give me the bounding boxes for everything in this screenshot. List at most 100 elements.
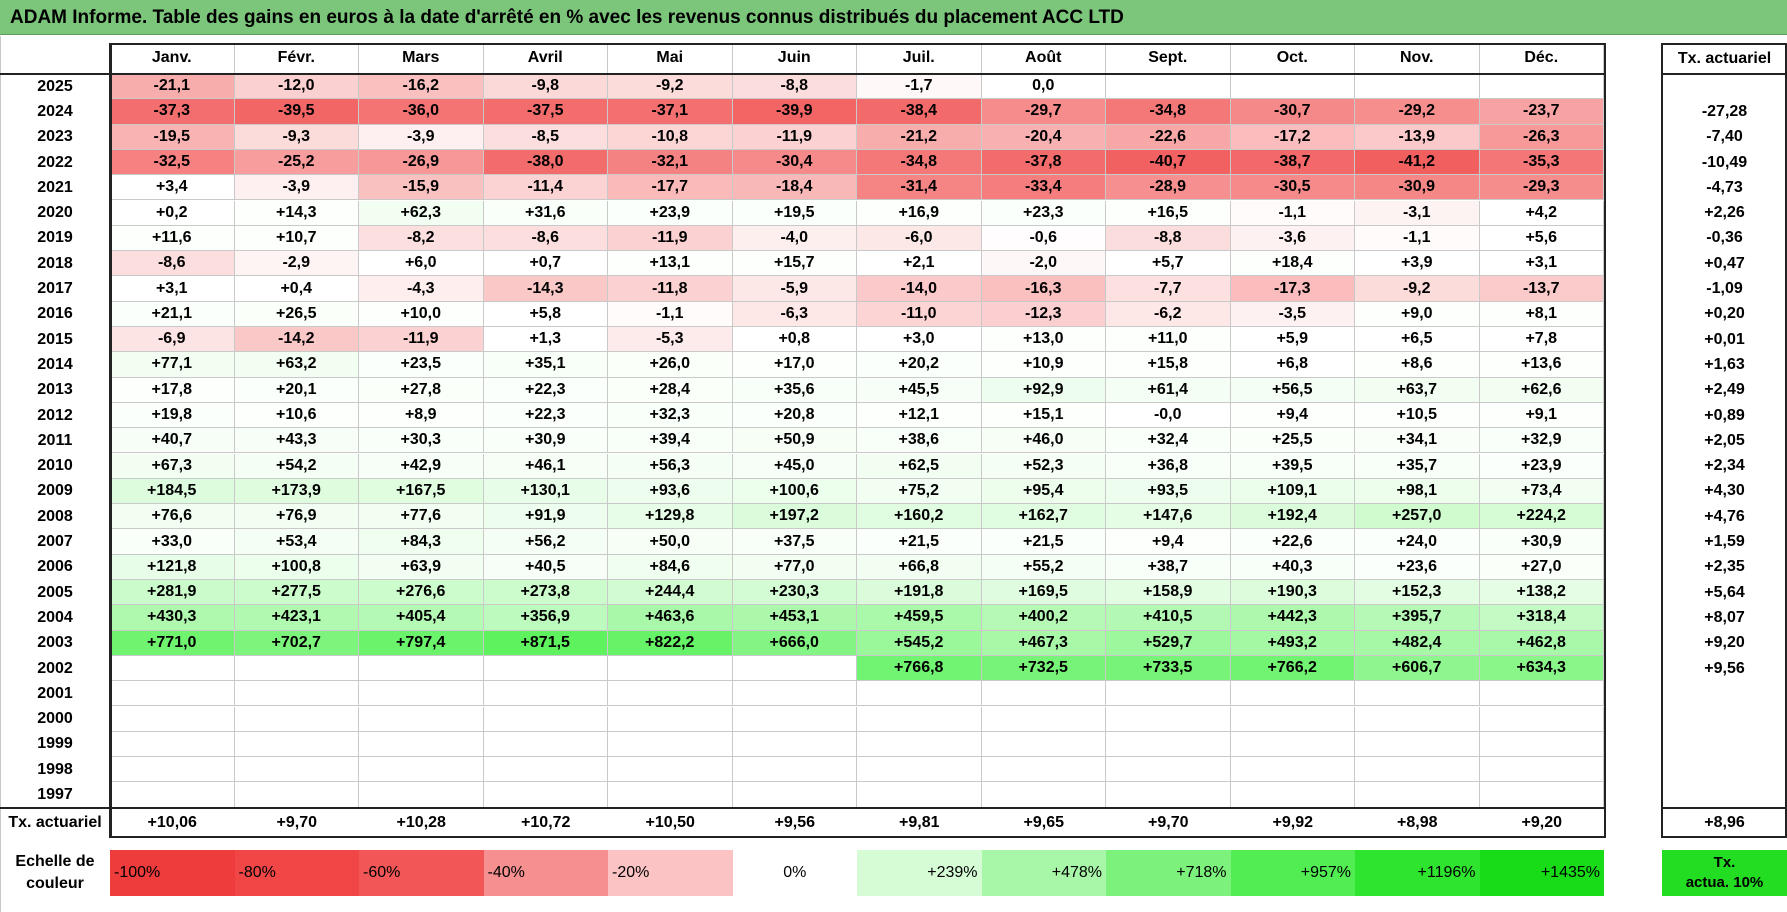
table-cell: -5,9 bbox=[732, 276, 857, 302]
table-cell: +400,2 bbox=[981, 605, 1106, 631]
footer-rate-cell: +9,70 bbox=[276, 813, 317, 831]
table-cell: +6,5 bbox=[1355, 327, 1480, 353]
footer-rate-cell: +8,98 bbox=[1397, 813, 1438, 831]
table-cell: +16,9 bbox=[857, 200, 982, 226]
table-cell bbox=[1479, 757, 1604, 783]
year-label: 2011 bbox=[37, 431, 73, 449]
table-cell: +42,9 bbox=[359, 453, 484, 479]
table-cell bbox=[1230, 74, 1355, 100]
table-cell: +19,8 bbox=[110, 402, 235, 429]
table-cell: -1,7 bbox=[857, 74, 982, 100]
year-label: 2022 bbox=[37, 153, 73, 171]
table-cell: +35,7 bbox=[1355, 453, 1480, 479]
year-label: 2004 bbox=[37, 608, 73, 626]
footer-rate-cell: +10,28 bbox=[396, 813, 446, 831]
annual-rate-cell bbox=[1662, 782, 1787, 807]
table-cell: +21,1 bbox=[110, 301, 235, 327]
table-cell: +17,8 bbox=[110, 377, 235, 403]
table-cell: -8,6 bbox=[110, 251, 235, 277]
table-cell: +160,2 bbox=[857, 504, 982, 530]
table-cell: +3,1 bbox=[110, 276, 235, 302]
table-cell bbox=[234, 757, 359, 783]
table-cell: +43,3 bbox=[234, 428, 359, 454]
color-scale-swatch: +1196% bbox=[1355, 850, 1480, 896]
table-cell bbox=[732, 731, 857, 758]
table-cell: -6,9 bbox=[110, 327, 235, 353]
table-cell: -34,8 bbox=[857, 149, 982, 176]
table-cell: -23,7 bbox=[1479, 99, 1604, 125]
table-cell: +482,4 bbox=[1355, 630, 1480, 656]
table-cell: +0,7 bbox=[483, 251, 608, 277]
table-cell: +6,8 bbox=[1230, 352, 1355, 378]
table-cell bbox=[234, 655, 359, 682]
table-cell: -1,1 bbox=[1230, 200, 1355, 226]
color-scale-swatch: -80% bbox=[234, 850, 359, 896]
table-cell: +109,1 bbox=[1230, 478, 1355, 505]
footer-rate-cell: +9,70 bbox=[1148, 813, 1189, 831]
year-label: 2025 bbox=[37, 77, 73, 95]
table-cell: +423,1 bbox=[234, 605, 359, 631]
table-cell: +93,6 bbox=[608, 478, 733, 505]
table-cell: +23,3 bbox=[981, 200, 1106, 226]
year-label: 2007 bbox=[37, 533, 73, 551]
table-cell: +273,8 bbox=[483, 580, 608, 606]
table-cell bbox=[732, 681, 857, 707]
table-cell: +76,9 bbox=[234, 504, 359, 530]
table-cell: -29,2 bbox=[1355, 99, 1480, 125]
table-cell: -31,4 bbox=[857, 175, 982, 201]
table-cell: -4,3 bbox=[359, 276, 484, 302]
table-cell: -9,2 bbox=[1355, 276, 1480, 302]
annual-header: Tx. actuariel bbox=[1677, 49, 1772, 67]
table-cell: +34,1 bbox=[1355, 428, 1480, 454]
table-cell: +405,4 bbox=[359, 605, 484, 631]
table-cell: -37,5 bbox=[483, 99, 608, 125]
year-label: 2021 bbox=[37, 178, 73, 196]
table-cell: +36,8 bbox=[1106, 453, 1231, 479]
table-cell: +77,1 bbox=[110, 352, 235, 378]
table-cell: +95,4 bbox=[981, 478, 1106, 505]
table-cell: +5,9 bbox=[1230, 327, 1355, 353]
table-cell: -38,7 bbox=[1230, 149, 1355, 176]
table-cell bbox=[483, 757, 608, 783]
table-cell: +5,7 bbox=[1106, 251, 1231, 277]
table-cell: -6,3 bbox=[732, 301, 857, 327]
table-cell: +63,2 bbox=[234, 352, 359, 378]
table-cell: -3,9 bbox=[234, 175, 359, 201]
legend-annual-swatch: Tx. actua. 10% bbox=[1662, 850, 1787, 896]
table-cell: +6,0 bbox=[359, 251, 484, 277]
table-cell: +27,0 bbox=[1479, 554, 1604, 580]
table-cell: +19,5 bbox=[732, 200, 857, 226]
table-cell: +15,8 bbox=[1106, 352, 1231, 378]
annual-rate-cell: +0,20 bbox=[1704, 305, 1745, 323]
table-cell: +11,0 bbox=[1106, 327, 1231, 353]
table-cell bbox=[234, 706, 359, 732]
annual-rate-cell: +1,59 bbox=[1704, 533, 1745, 551]
table-cell: +138,2 bbox=[1479, 580, 1604, 606]
table-cell: +467,3 bbox=[981, 630, 1106, 656]
table-cell: -3,1 bbox=[1355, 200, 1480, 226]
table-cell bbox=[1355, 706, 1480, 732]
table-cell: +3,1 bbox=[1479, 251, 1604, 277]
table-cell: -33,4 bbox=[981, 175, 1106, 201]
table-cell: +35,6 bbox=[732, 377, 857, 403]
table-cell: +733,5 bbox=[1106, 655, 1231, 682]
table-cell: +23,9 bbox=[1479, 453, 1604, 479]
table-cell: -30,9 bbox=[1355, 175, 1480, 201]
table-cell: -3,5 bbox=[1230, 301, 1355, 327]
annual-rate-cell: -7,40 bbox=[1706, 128, 1743, 146]
table-cell: -19,5 bbox=[110, 124, 235, 150]
table-cell: +45,0 bbox=[732, 453, 857, 479]
table-cell: +9,0 bbox=[1355, 301, 1480, 327]
table-cell: -26,9 bbox=[359, 149, 484, 176]
table-cell bbox=[110, 782, 235, 808]
label-divider bbox=[109, 43, 111, 838]
table-cell: -17,3 bbox=[1230, 276, 1355, 302]
table-cell bbox=[1230, 731, 1355, 758]
table-cell bbox=[857, 706, 982, 732]
table-cell bbox=[1355, 782, 1480, 808]
annual-rate-cell: +2,26 bbox=[1704, 204, 1745, 222]
table-cell: -30,4 bbox=[732, 149, 857, 176]
table-cell bbox=[608, 757, 733, 783]
annual-rate-cell: +4,30 bbox=[1704, 482, 1745, 500]
year-label: 2016 bbox=[37, 305, 73, 323]
